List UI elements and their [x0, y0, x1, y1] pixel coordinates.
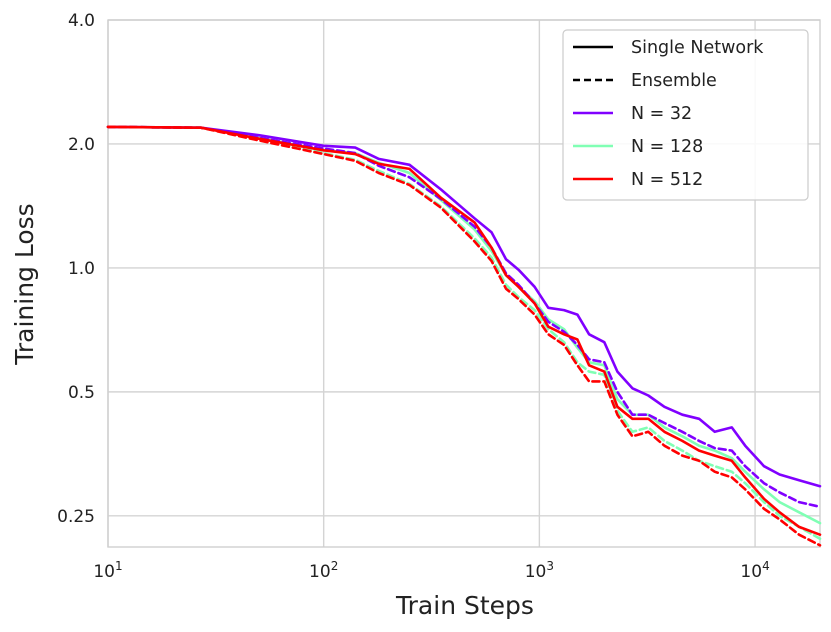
x-tick-exponent: 4 [762, 559, 770, 573]
legend-label-single-network: Single Network [631, 38, 764, 58]
legend-box [562, 29, 809, 201]
x-tick-label: 103 [525, 559, 554, 582]
legend-label-ensemble: Ensemble [631, 71, 717, 91]
y-tick-label: 4.0 [68, 11, 95, 31]
series-n-32-ensemble [106, 125, 822, 509]
x-tick-label: 104 [740, 559, 769, 582]
x-tick-base: 10 [93, 562, 115, 582]
legend-label-n-512: N = 512 [631, 170, 703, 190]
x-tick-label: 101 [93, 559, 122, 582]
y-tick-label: 2.0 [68, 135, 95, 155]
series-n-128-ensemble [106, 125, 822, 541]
axes-frame [107, 19, 821, 548]
x-tick-base: 10 [740, 562, 762, 582]
x-tick-base: 10 [525, 562, 547, 582]
x-axis-title: Train Steps [395, 591, 534, 620]
series-n-32-single-network [106, 125, 822, 488]
series-lines [106, 125, 822, 547]
x-tick-exponent: 1 [115, 559, 123, 573]
x-axis-ticks: 101 102 103 104 [93, 559, 769, 582]
legend: Single Network Ensemble N = 32 N = 128 N = 5… [562, 29, 809, 201]
y-tick-label: 1.0 [68, 259, 95, 279]
y-axis-title: Training Loss [10, 203, 39, 365]
x-tick-base: 10 [309, 562, 331, 582]
y-tick-label: 0.25 [57, 507, 95, 527]
series-n-512-ensemble [106, 125, 822, 547]
y-tick-label: 0.5 [68, 383, 95, 403]
x-tick-exponent: 2 [331, 559, 339, 573]
plot-border [107, 19, 821, 548]
legend-label-n-32: N = 32 [631, 104, 692, 124]
x-tick-exponent: 3 [546, 559, 554, 573]
series-n-512-single-network [106, 125, 822, 537]
legend-label-n-128: N = 128 [631, 137, 703, 157]
x-tick-label: 102 [309, 559, 338, 582]
y-axis-ticks: 4.0 2.0 1.0 0.5 0.25 [57, 11, 95, 527]
